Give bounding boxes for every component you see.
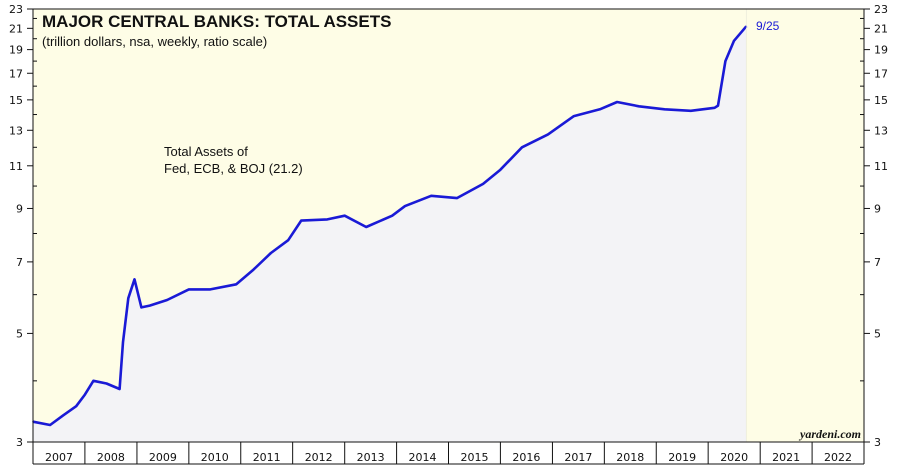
data-point xyxy=(724,60,727,62)
y-tick-label-left: 3 xyxy=(16,436,23,449)
data-point xyxy=(404,205,406,207)
series-label-line2: Fed, ECB, & BOJ (21.2) xyxy=(164,161,303,176)
data-point xyxy=(343,214,346,217)
data-point xyxy=(599,108,601,111)
data-point xyxy=(713,107,716,109)
y-tick-label-right: 7 xyxy=(874,256,881,269)
data-point xyxy=(252,268,255,271)
x-tick-label: 2015 xyxy=(461,451,489,464)
y-tick-label-right: 13 xyxy=(874,124,888,137)
data-point xyxy=(638,105,640,108)
y-tick-label-left: 11 xyxy=(9,160,23,173)
data-point xyxy=(521,146,523,149)
x-tick-label: 2013 xyxy=(357,451,385,464)
x-tick-label: 2010 xyxy=(201,451,229,464)
y-tick-label-left: 17 xyxy=(9,67,23,80)
y-tick-label-left: 21 xyxy=(9,22,23,35)
data-point xyxy=(209,288,212,291)
y-tick-label-left: 15 xyxy=(9,94,23,107)
x-tick-label: 2007 xyxy=(45,451,73,464)
data-point xyxy=(75,405,77,408)
data-point xyxy=(300,219,303,222)
x-tick-label: 2009 xyxy=(149,451,177,464)
x-tick-label: 2016 xyxy=(512,451,540,464)
data-point xyxy=(287,239,290,241)
data-point xyxy=(62,414,64,417)
data-point xyxy=(133,278,136,281)
y-tick-label-right: 3 xyxy=(874,436,881,449)
y-tick-label-right: 19 xyxy=(874,44,888,57)
x-tick-label: 2018 xyxy=(616,451,644,464)
data-point xyxy=(148,304,151,307)
x-tick-label: 2019 xyxy=(668,451,696,464)
data-point xyxy=(482,183,484,185)
data-point xyxy=(456,197,458,199)
data-point xyxy=(118,388,121,390)
data-point xyxy=(365,226,368,228)
x-tick-label: 2022 xyxy=(824,451,852,464)
x-tick-label: 2021 xyxy=(772,451,800,464)
end-date-label: 9/25 xyxy=(756,19,780,33)
y-tick-label-right: 9 xyxy=(874,202,881,215)
y-tick-label-right: 15 xyxy=(874,94,888,107)
axis-ticks: 3 3 5 5 7 7 9 9 11 11 13 13 15 15 17 17 19 19 21 21 23 23 xyxy=(9,3,888,449)
x-tick-label: 2020 xyxy=(720,451,748,464)
y-tick-label-left: 13 xyxy=(9,124,23,137)
y-tick-label-right: 5 xyxy=(874,327,881,340)
data-point xyxy=(717,104,719,107)
x-tick-label: 2014 xyxy=(409,451,437,464)
data-point xyxy=(547,133,549,136)
y-tick-label-left: 9 xyxy=(16,202,23,215)
data-point xyxy=(122,341,124,343)
data-point xyxy=(391,214,394,217)
data-point xyxy=(84,393,86,396)
y-tick-label-right: 23 xyxy=(874,3,888,16)
y-tick-label-left: 7 xyxy=(16,256,23,269)
chart-title: MAJOR CENTRAL BANKS: TOTAL ASSETS xyxy=(42,12,391,31)
data-point xyxy=(430,195,433,197)
data-point xyxy=(140,306,143,309)
series-area xyxy=(33,26,747,443)
y-tick-label-right: 17 xyxy=(874,67,888,80)
data-point xyxy=(573,115,575,117)
data-point xyxy=(616,101,618,103)
y-tick-label-right: 11 xyxy=(874,160,888,173)
data-point xyxy=(663,108,666,111)
data-point xyxy=(270,252,272,254)
data-point xyxy=(326,218,329,221)
x-tick-label: 2008 xyxy=(97,451,125,464)
data-point xyxy=(127,297,130,300)
x-tick-label: 2012 xyxy=(305,451,333,464)
data-point xyxy=(690,110,692,112)
chart-subtitle: (trillion dollars, nsa, weekly, ratio sc… xyxy=(42,34,267,49)
data-point xyxy=(499,168,502,171)
data-point xyxy=(92,380,95,382)
x-tick-label: 2017 xyxy=(564,451,592,464)
source-label: yardeni.com xyxy=(798,427,861,441)
data-point xyxy=(49,424,51,426)
y-tick-label-left: 5 xyxy=(16,327,23,340)
y-tick-label-left: 19 xyxy=(9,44,23,57)
y-tick-label-left: 23 xyxy=(9,3,23,16)
x-axis: 2007 2008 2009 2010 2011 2012 2013 2014 2015 2016… xyxy=(32,442,865,465)
x-tick-label: 2011 xyxy=(253,451,281,464)
data-point xyxy=(733,40,735,42)
data-point xyxy=(105,382,108,385)
data-point xyxy=(166,299,168,301)
y-tick-label-right: 21 xyxy=(874,22,888,35)
data-point xyxy=(235,283,238,286)
series-label-line1: Total Assets of xyxy=(164,144,248,159)
data-point xyxy=(188,288,190,291)
